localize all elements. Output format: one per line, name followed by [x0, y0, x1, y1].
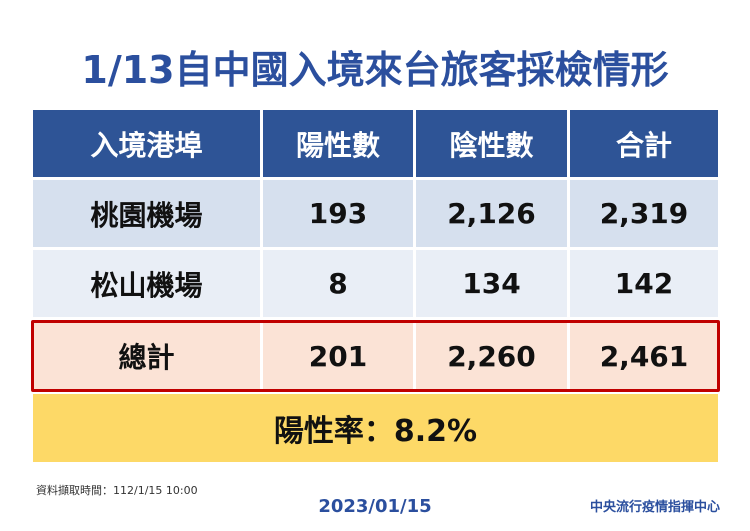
total-cell: 總計: [33, 322, 260, 390]
table-cell: 8: [263, 250, 413, 317]
table-cell: 193: [263, 180, 413, 247]
total-highlight: [31, 320, 720, 392]
table-cell: 松山機場: [33, 250, 260, 317]
table-cell: 桃園機場: [33, 180, 260, 247]
source: 中央流行疫情指揮中心: [589, 500, 720, 515]
positive-rate: 陽性率：8.2%: [33, 394, 718, 462]
total-cell: 201: [263, 322, 413, 390]
column-header: 陰性數: [416, 110, 567, 177]
note: 資料擷取時間：112/1/15 10:00: [36, 484, 198, 497]
table-cell: 2,126: [416, 180, 567, 247]
table-cell: 134: [416, 250, 567, 317]
total-cell: 2,260: [416, 322, 567, 390]
title: 1/13自中國入境來台旅客採檢情形: [81, 47, 669, 92]
table-cell: 2,319: [570, 180, 718, 247]
column-header: 入境港埠: [33, 110, 260, 177]
column-header: 合計: [570, 110, 718, 177]
table-cell: 142: [570, 250, 718, 317]
date: 2023/01/15: [318, 495, 432, 517]
column-header: 陽性數: [263, 110, 413, 177]
total-cell: 2,461: [570, 322, 718, 390]
